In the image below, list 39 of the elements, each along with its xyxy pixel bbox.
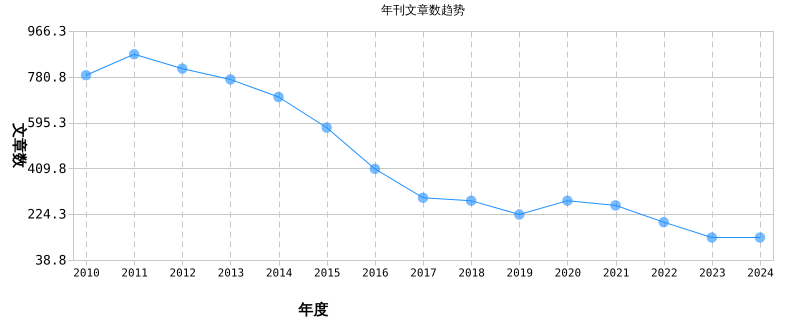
x-tick-label: 2012 bbox=[170, 266, 196, 280]
point bbox=[177, 63, 188, 74]
point bbox=[128, 49, 140, 60]
x-tick-label: 2010 bbox=[73, 266, 100, 280]
y-tick-label: 38.8 bbox=[35, 254, 66, 268]
point bbox=[706, 232, 718, 243]
x-tick-label: 2014 bbox=[266, 266, 293, 280]
chart-title: 年刊文章数趋势 bbox=[381, 3, 465, 17]
x-tick-label: 2024 bbox=[747, 266, 774, 280]
x-tick-label: 2017 bbox=[410, 266, 437, 280]
y-tick-label: 595.3 bbox=[27, 116, 66, 132]
point bbox=[562, 195, 573, 206]
point bbox=[610, 200, 621, 211]
x-tick-label: 2023 bbox=[699, 266, 726, 280]
x-axis-title: 年度 bbox=[298, 300, 328, 318]
y-tick-label: 966.3 bbox=[27, 24, 66, 40]
point bbox=[514, 209, 525, 220]
point bbox=[658, 216, 669, 228]
point bbox=[754, 232, 766, 243]
x-tick-label: 2020 bbox=[554, 266, 582, 280]
point bbox=[370, 164, 380, 174]
point bbox=[273, 92, 284, 102]
point bbox=[80, 70, 92, 81]
y-tick-label: 224.3 bbox=[27, 208, 66, 223]
y-tick-label: 780.8 bbox=[27, 70, 66, 86]
point bbox=[321, 122, 332, 133]
point bbox=[225, 74, 236, 85]
y-axis-title: 文章数 bbox=[10, 122, 28, 169]
x-tick-label: 2019 bbox=[506, 266, 534, 280]
x-tick-label: 2011 bbox=[121, 266, 148, 280]
x-tick-label: 2018 bbox=[458, 266, 485, 280]
x-tick-label: 2016 bbox=[362, 266, 389, 280]
y-tick-label: 409.8 bbox=[27, 162, 66, 177]
x-tick-label: 2022 bbox=[650, 266, 678, 280]
x-tick-label: 2013 bbox=[218, 266, 244, 280]
x-tick-label: 2021 bbox=[602, 266, 630, 280]
point bbox=[418, 192, 428, 203]
x-tick-label: 2015 bbox=[314, 266, 340, 280]
point bbox=[466, 195, 476, 206]
